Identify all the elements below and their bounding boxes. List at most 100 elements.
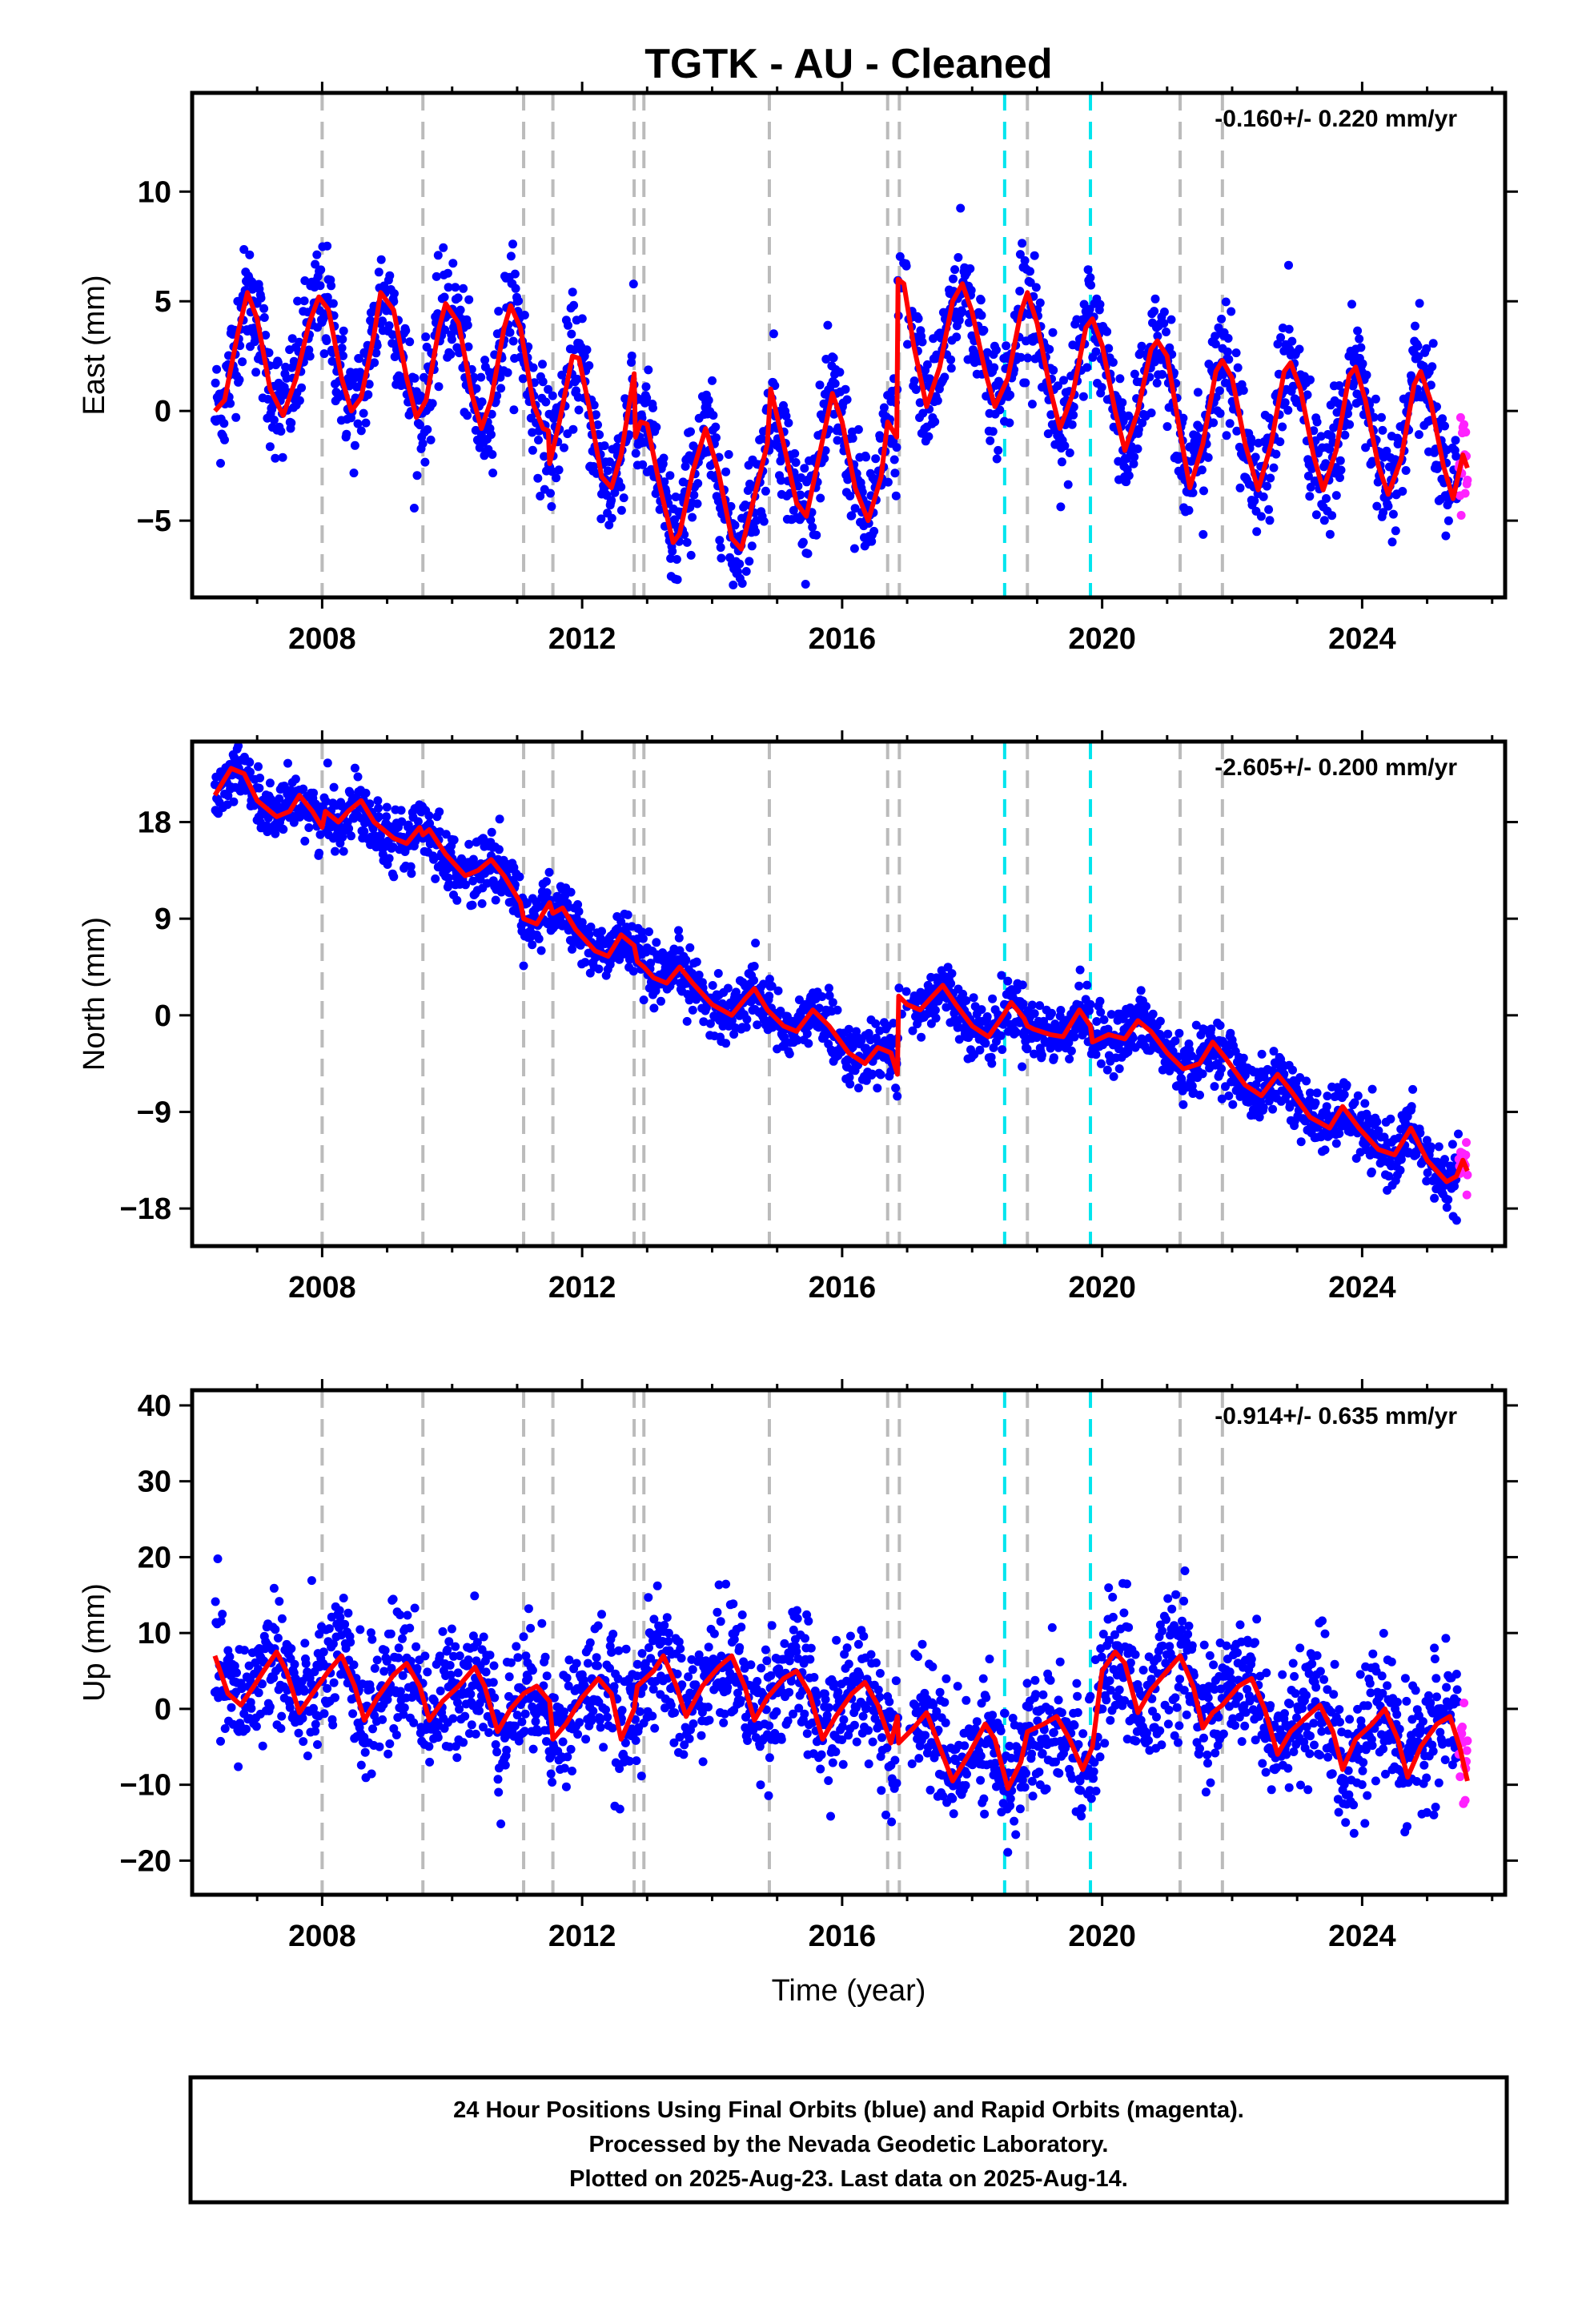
final-orbit-point: [440, 325, 450, 335]
final-orbit-point: [769, 329, 778, 339]
final-orbit-point: [1440, 1155, 1449, 1164]
final-orbit-point: [423, 1667, 432, 1677]
final-orbit-point: [1018, 239, 1027, 248]
final-orbit-point: [1443, 516, 1453, 525]
final-orbit-point: [287, 334, 297, 344]
final-orbit-point: [298, 1714, 307, 1723]
final-orbit-point: [1398, 487, 1407, 496]
final-orbit-point: [600, 441, 609, 451]
final-orbit-point: [1239, 1053, 1248, 1063]
y-tick-label: 0: [155, 395, 171, 428]
final-orbit-point: [815, 380, 825, 390]
final-orbit-point: [339, 1594, 348, 1602]
final-orbit-point: [1269, 463, 1279, 472]
final-orbit-point: [1059, 376, 1068, 385]
final-orbit-point: [400, 1703, 409, 1712]
final-orbit-point: [1367, 1084, 1377, 1094]
final-orbit-point: [1049, 365, 1058, 375]
final-orbit-point: [638, 934, 648, 943]
final-orbit-point: [1069, 410, 1078, 420]
final-orbit-point: [589, 462, 598, 471]
final-orbit-point: [311, 259, 320, 269]
final-orbit-point: [655, 505, 665, 514]
final-orbit-point: [790, 448, 800, 458]
final-orbit-point: [1372, 501, 1382, 511]
final-orbit-point: [1401, 466, 1411, 475]
final-orbit-point: [435, 807, 444, 817]
final-orbit-point: [986, 436, 995, 445]
final-orbit-point: [988, 427, 998, 436]
final-orbit-point: [1443, 1195, 1453, 1204]
final-orbit-point: [848, 433, 857, 443]
final-orbit-point: [1070, 1032, 1079, 1042]
final-orbit-point: [1092, 1017, 1102, 1026]
final-orbit-point: [946, 364, 956, 373]
final-orbit-point: [452, 895, 462, 905]
final-orbit-point: [1228, 1100, 1238, 1109]
final-orbit-point: [952, 332, 962, 342]
final-orbit-point: [533, 473, 543, 483]
final-orbit-point: [843, 475, 853, 485]
rapid-orbit-point: [1462, 1190, 1472, 1200]
final-orbit-point: [386, 1629, 396, 1638]
final-orbit-point: [717, 553, 726, 563]
final-orbit-point: [394, 1653, 403, 1663]
final-orbit-point: [979, 325, 989, 335]
final-orbit-point: [841, 384, 850, 394]
final-orbit-point: [476, 429, 486, 439]
final-orbit-point: [917, 1032, 926, 1042]
final-orbit-point: [350, 440, 359, 450]
final-orbit-point: [996, 1031, 1006, 1040]
final-orbit-point: [212, 364, 222, 374]
final-orbit-point: [1018, 1062, 1027, 1072]
final-orbit-point: [488, 468, 498, 478]
final-orbit-point: [890, 468, 900, 478]
final-orbit-point: [407, 869, 416, 879]
final-orbit-point: [549, 414, 559, 423]
final-orbit-point: [1195, 1090, 1204, 1100]
final-orbit-point: [423, 424, 432, 434]
final-orbit-point: [469, 372, 479, 382]
final-orbit-point: [1268, 1104, 1278, 1114]
final-orbit-point: [1215, 1021, 1225, 1030]
final-orbit-point: [508, 336, 518, 346]
final-orbit-point: [412, 471, 422, 480]
final-orbit-point: [737, 579, 747, 588]
final-orbit-point: [328, 299, 338, 308]
final-orbit-point: [242, 1724, 251, 1734]
final-orbit-point: [1452, 452, 1461, 461]
final-orbit-point: [833, 1005, 842, 1015]
final-orbit-point: [409, 1718, 419, 1727]
final-orbit-point: [1415, 299, 1424, 308]
final-orbit-point: [455, 1651, 464, 1661]
final-orbit-point: [879, 403, 889, 412]
final-orbit-point: [801, 580, 810, 589]
final-orbit-point: [1395, 1165, 1405, 1175]
final-orbit-point: [361, 788, 371, 798]
final-orbit-point: [329, 782, 339, 792]
final-orbit-point: [745, 479, 754, 489]
final-orbit-point: [686, 550, 696, 560]
final-orbit-point: [749, 975, 758, 985]
final-orbit-point: [1162, 328, 1170, 336]
final-orbit-point: [451, 1642, 460, 1651]
final-orbit-point: [425, 1757, 435, 1767]
final-orbit-point: [1283, 405, 1293, 415]
final-orbit-point: [287, 1644, 296, 1654]
final-orbit-point: [721, 467, 731, 476]
final-orbit-point: [323, 241, 332, 251]
final-orbit-point: [1083, 265, 1093, 275]
final-orbit-point: [802, 1029, 812, 1039]
final-orbit-point: [861, 452, 871, 462]
final-orbit-point: [271, 1625, 280, 1634]
final-orbit-point: [251, 1722, 261, 1731]
final-orbit-point: [1256, 512, 1266, 521]
final-orbit-point: [544, 867, 554, 877]
final-orbit-point: [1441, 531, 1451, 541]
final-orbit-point: [388, 1594, 398, 1604]
y-tick-label: −5: [137, 505, 171, 538]
final-orbit-point: [994, 445, 1003, 455]
final-orbit-point: [627, 358, 636, 367]
final-orbit-point: [1152, 378, 1162, 388]
